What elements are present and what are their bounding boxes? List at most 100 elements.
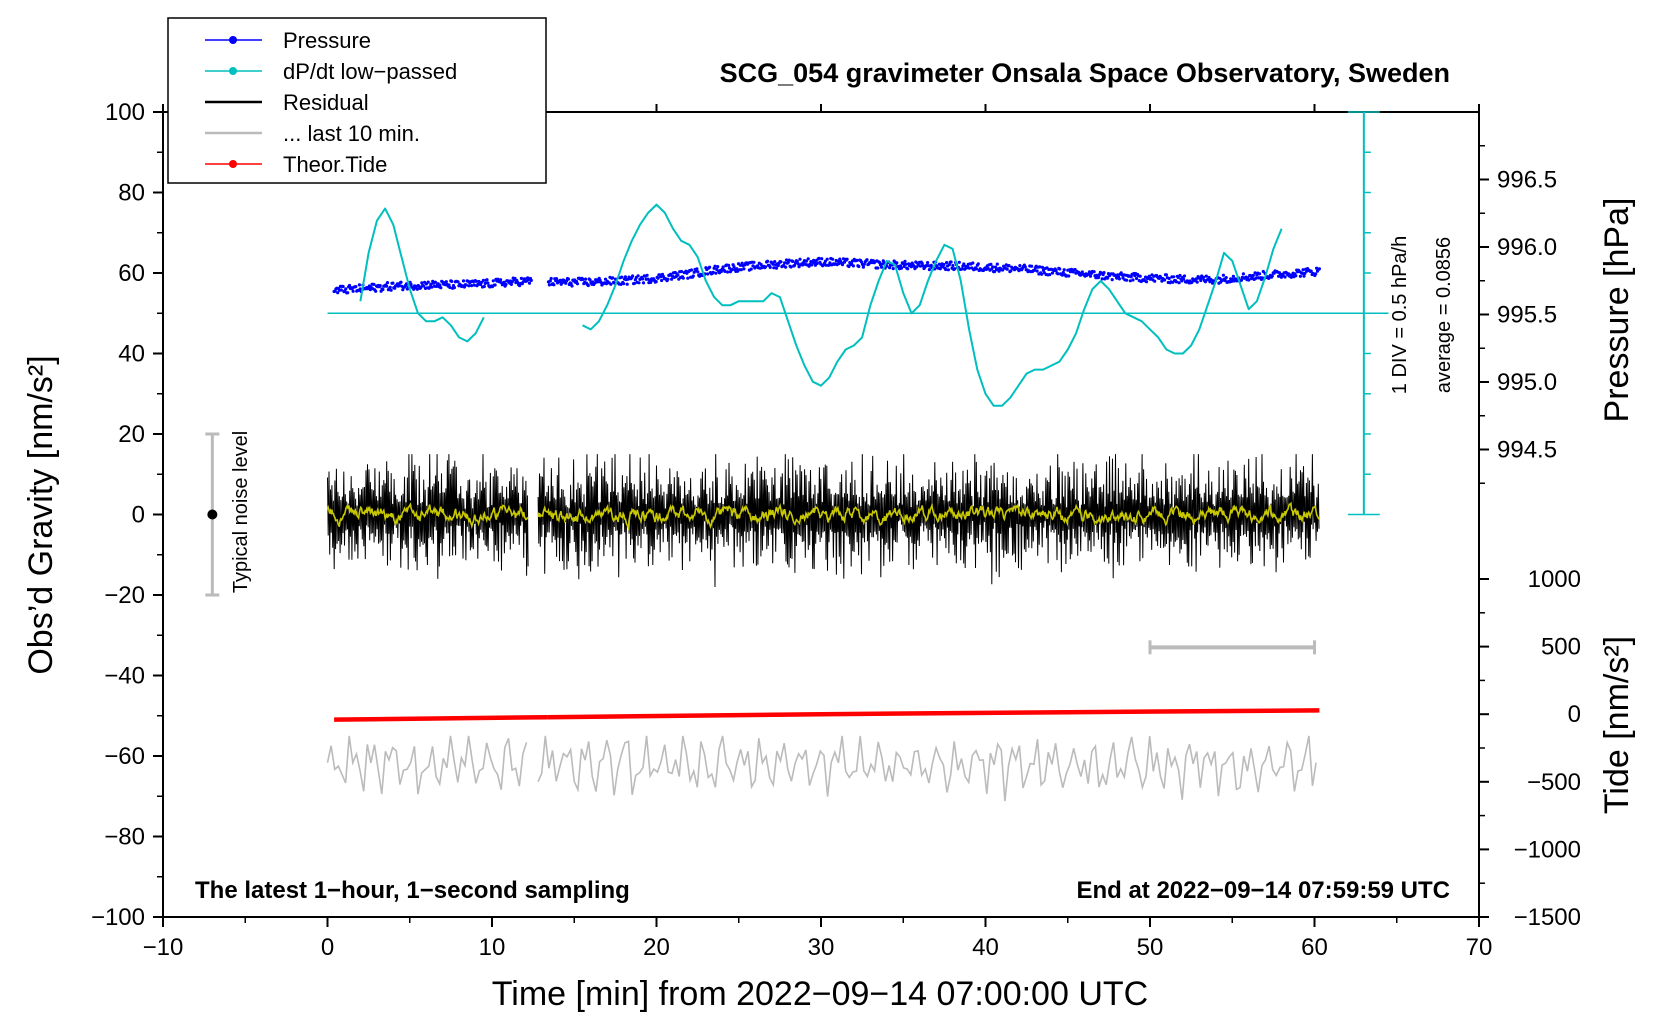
- y-tick-label: −40: [104, 663, 145, 690]
- pressure-point: [967, 266, 971, 270]
- pressure-point: [714, 271, 718, 275]
- pressure-point: [1309, 269, 1313, 273]
- pressure-point: [995, 262, 999, 266]
- pressure-point: [389, 288, 393, 292]
- legend-label: ... last 10 min.: [283, 121, 420, 146]
- pressure-point: [569, 282, 573, 286]
- footer-left: The latest 1−hour, 1−second sampling: [195, 877, 630, 904]
- pressure-point: [409, 282, 413, 286]
- pressure-point: [1300, 271, 1304, 275]
- y-tick-label: 0: [132, 502, 145, 529]
- pressure-point: [738, 263, 742, 267]
- pressure-point: [1106, 276, 1110, 280]
- pressure-tick-label: 995.5: [1497, 302, 1557, 329]
- pressure-point: [1131, 278, 1135, 282]
- pressure-point: [1302, 274, 1306, 278]
- pressure-point: [1251, 273, 1255, 277]
- pressure-point: [1001, 268, 1005, 272]
- pressure-point: [791, 259, 795, 263]
- pressure-point: [649, 280, 653, 284]
- y-tick-label: 40: [118, 341, 145, 368]
- tide-axis-ticks: 1000 500 0 −500 −1000 −1500: [1479, 566, 1581, 931]
- pressure-point: [438, 283, 442, 287]
- pressure-point: [942, 262, 946, 267]
- pressure-point: [752, 260, 756, 264]
- pressure-point: [1254, 276, 1258, 280]
- pressure-point: [464, 283, 468, 287]
- pressure-point: [656, 276, 660, 280]
- pressure-point: [620, 275, 624, 279]
- pressure-point: [1005, 267, 1009, 271]
- pressure-point: [991, 265, 995, 269]
- pressure-point: [1239, 278, 1244, 282]
- pressure-point: [795, 259, 799, 263]
- pressure-point: [796, 262, 800, 266]
- pressure-point: [859, 260, 864, 264]
- pressure-tick-label: 995.0: [1497, 369, 1557, 396]
- dpdt-series: [359, 203, 1283, 407]
- pressure-point: [351, 289, 355, 293]
- tide-tick-label: 0: [1568, 701, 1581, 728]
- pressure-point: [486, 281, 490, 285]
- legend-swatch-dot: [229, 67, 237, 75]
- pressure-point: [732, 265, 736, 269]
- pressure-point: [341, 284, 345, 289]
- pressure-point: [1201, 275, 1206, 279]
- pressure-point: [429, 282, 433, 286]
- pressure-point: [482, 284, 486, 289]
- pressure-point: [401, 288, 405, 292]
- pressure-point: [798, 257, 802, 261]
- pressure-point: [527, 281, 532, 285]
- pressure-point: [689, 268, 694, 272]
- noise-center-dot: [207, 509, 218, 520]
- pressure-point: [1040, 265, 1045, 269]
- noise-level-label: Typical noise level: [230, 431, 252, 593]
- pressure-point: [1102, 271, 1106, 275]
- residual-smoothed-series: [326, 501, 1320, 531]
- x-axis-title: Time [min] from 2022−09−14 07:00:00 UTC: [492, 975, 1148, 1013]
- pressure-point: [1054, 268, 1058, 273]
- y-tick-label: 80: [118, 180, 145, 207]
- residual-line-segment: [327, 454, 529, 579]
- pressure-point: [789, 265, 793, 269]
- pressure-series: [332, 256, 1321, 295]
- pressure-point: [862, 262, 866, 266]
- pressure-point: [820, 257, 824, 261]
- pressure-point: [586, 283, 590, 288]
- pressure-point: [461, 279, 466, 283]
- legend: Pressure dP/dt low−passed Residual ... last…: [167, 17, 547, 184]
- pressure-point: [346, 291, 350, 295]
- pressure-point: [381, 287, 385, 292]
- pressure-point: [838, 257, 842, 261]
- pressure-point: [784, 265, 788, 269]
- pressure-point: [810, 263, 814, 267]
- pressure-point: [1182, 274, 1187, 278]
- pressure-point: [904, 262, 908, 266]
- pressure-point: [1125, 278, 1129, 282]
- pressure-point: [857, 264, 861, 269]
- pressure-point: [1301, 268, 1305, 272]
- pressure-point: [787, 258, 791, 262]
- pressure-point: [654, 280, 658, 284]
- pressure-point: [1194, 277, 1198, 281]
- pressure-point: [485, 278, 489, 282]
- pressure-point: [1048, 273, 1052, 277]
- pressure-point: [899, 266, 904, 270]
- pressure-point: [1100, 277, 1104, 281]
- pressure-point: [772, 266, 776, 270]
- pressure-point: [622, 282, 626, 286]
- legend-box: [167, 17, 547, 184]
- pressure-point: [1317, 267, 1321, 271]
- pressure-point: [947, 263, 951, 267]
- pressure-point: [529, 278, 533, 282]
- tide-tick-label: 1000: [1528, 566, 1581, 593]
- pressure-point: [1056, 272, 1060, 276]
- pressure-point: [566, 277, 571, 281]
- pressure-point: [581, 277, 585, 281]
- pressure-point: [378, 284, 382, 288]
- pressure-point: [1058, 267, 1062, 271]
- tide-line-segment: [547, 708, 1320, 720]
- pressure-point: [641, 281, 646, 285]
- residual-smoothed-segment: [537, 501, 1320, 531]
- pressure-point: [739, 268, 743, 272]
